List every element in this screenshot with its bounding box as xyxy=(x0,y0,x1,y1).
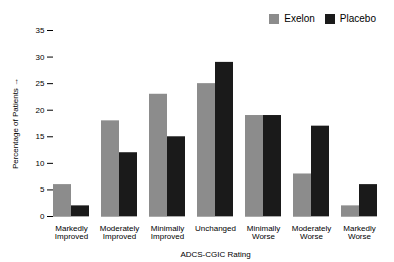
svg-text:15: 15 xyxy=(36,132,45,141)
svg-text:MinimallyWorse: MinimallyWorse xyxy=(247,224,280,241)
svg-text:MinimallyImproved: MinimallyImproved xyxy=(151,224,184,241)
svg-text:MarkedlyWorse: MarkedlyWorse xyxy=(343,224,375,241)
svg-text:25: 25 xyxy=(36,79,45,88)
svg-text:0: 0 xyxy=(40,212,45,221)
svg-text:Percentage of Patients →: Percentage of Patients → xyxy=(11,78,20,169)
svg-text:ModeratelyWorse: ModeratelyWorse xyxy=(292,224,332,241)
html-text:Placebo: Placebo xyxy=(339,13,376,24)
svg-text:5: 5 xyxy=(40,185,45,194)
html-text:Exelon: Exelon xyxy=(284,13,315,24)
svg-text:MarkedlyImproved: MarkedlyImproved xyxy=(55,224,88,241)
svg-text:20: 20 xyxy=(36,106,45,115)
svg-text:ADCS-CGIC Rating: ADCS-CGIC Rating xyxy=(180,250,250,259)
svg-text:Unchanged: Unchanged xyxy=(195,224,236,233)
svg-text:35: 35 xyxy=(36,26,45,35)
svg-text:ModeratelyImproved: ModeratelyImproved xyxy=(100,224,140,241)
svg-text:10: 10 xyxy=(36,159,45,168)
svg-text:30: 30 xyxy=(36,53,45,62)
